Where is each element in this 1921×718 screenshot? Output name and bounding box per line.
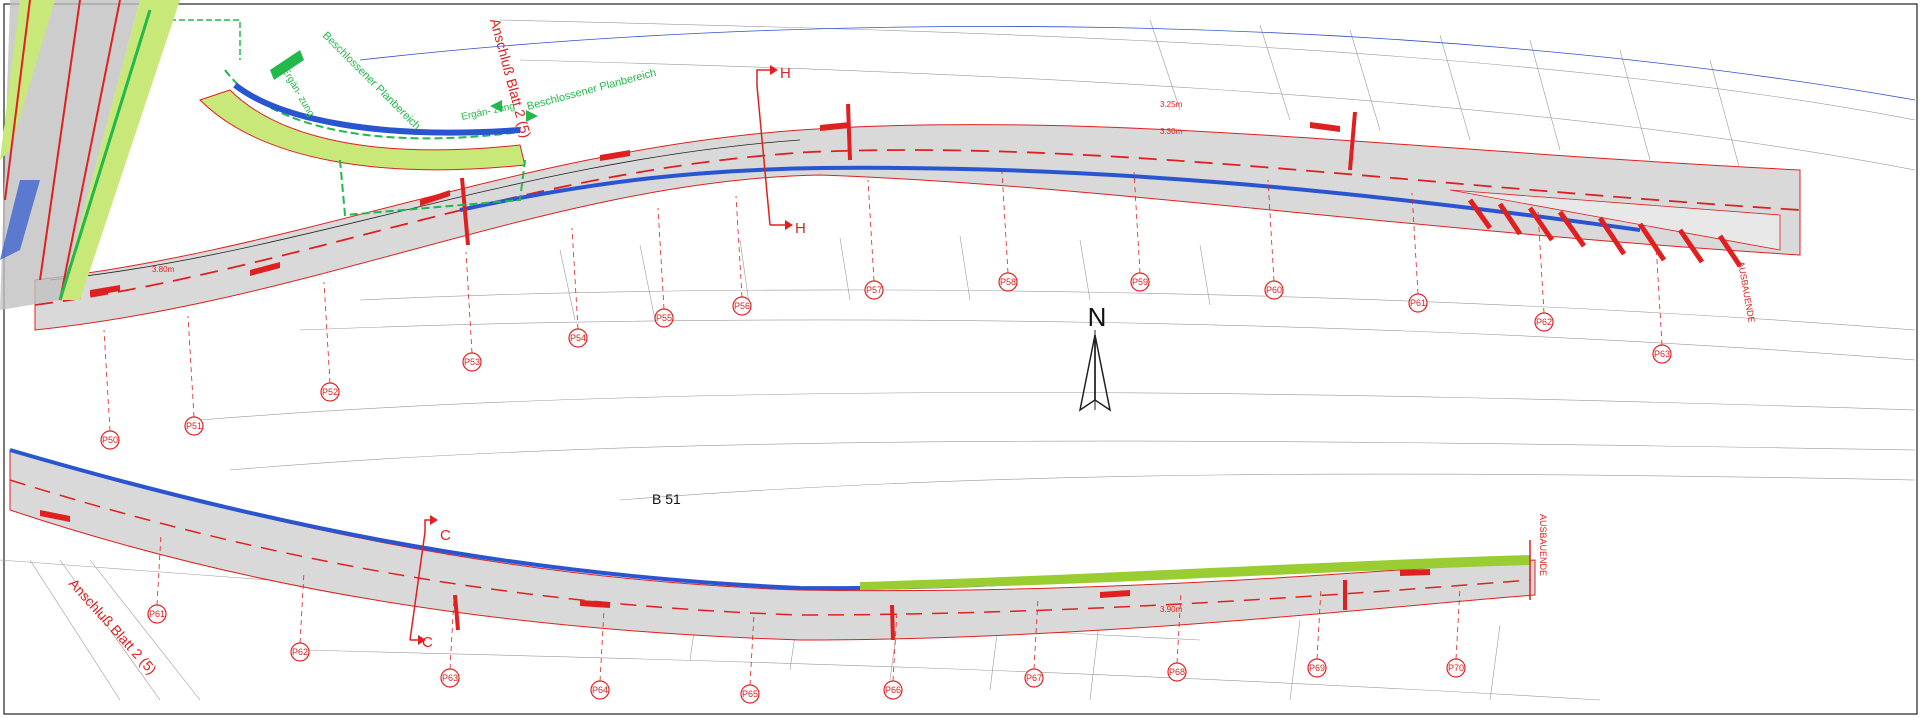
north-arrow: N (1078, 302, 1112, 412)
parcel-lines (0, 19, 1916, 701)
profile-marker-line (299, 571, 305, 644)
section-h-label-top: H (780, 65, 791, 82)
profile-marker-label: P52 (322, 387, 338, 397)
profile-marker-line (1267, 179, 1275, 282)
profile-marker-line (867, 179, 875, 282)
profile-marker-line (1655, 243, 1663, 346)
road-label-b51: B 51 (652, 491, 681, 507)
lane-arrows-bottom (40, 510, 1430, 608)
profile-marker-label: P62 (292, 647, 308, 657)
anschluss-label-bottom: Anschluß Blatt 2 (5) (66, 575, 160, 677)
profile-marker-label: P53 (464, 357, 480, 367)
stop-bars-top (460, 103, 1357, 246)
ramp-top-left (170, 19, 526, 217)
profile-marker-label: P69 (1309, 663, 1325, 673)
profile-marker-line (465, 251, 473, 354)
top-road (34, 124, 1801, 331)
section-h-label-bottom: H (795, 220, 806, 237)
profile-marker-line (571, 227, 579, 330)
profile-marker-label: P62 (1536, 317, 1552, 327)
profile-marker-line (657, 207, 665, 310)
profile-marker-line (1133, 171, 1141, 274)
bottom-road (9, 448, 1536, 641)
profile-marker-line (1316, 587, 1322, 660)
drawing-frame (3, 3, 1918, 715)
profile-marker-line (323, 281, 331, 384)
profile-marker-label: P68 (1169, 667, 1185, 677)
profile-marker-line (187, 315, 195, 418)
ergaenzung-label-2: Ergän- zung (460, 101, 516, 123)
profile-marker-label: P64 (592, 685, 608, 695)
profile-marker-label: P55 (656, 313, 672, 323)
profile-marker-label: P61 (1410, 298, 1426, 308)
profile-marker-label: P61 (149, 609, 165, 619)
profile-marker-line (1455, 587, 1461, 660)
width-label-380: 3.80m (152, 265, 175, 274)
profile-marker-label: P59 (1132, 277, 1148, 287)
boundary-line-blue (359, 26, 1916, 101)
left-diagonal-road (0, 0, 180, 310)
profile-marker-line (1411, 192, 1419, 295)
profile-marker-line (735, 195, 743, 298)
profile-marker-label: P70 (1448, 663, 1464, 673)
lane-arrows-top (90, 122, 1340, 296)
profile-marker-line (449, 597, 455, 670)
profile-marker-line (1033, 597, 1039, 670)
profile-marker-label: P57 (866, 285, 882, 295)
profile-marker-line (892, 609, 898, 682)
profile-marker-label: P63 (1654, 349, 1670, 359)
profile-marker-line (156, 533, 162, 606)
profile-marker-label: P67 (1026, 673, 1042, 683)
profile-marker-label: P56 (734, 301, 750, 311)
profile-marker-label: P63 (442, 673, 458, 683)
arrow-green-diag (270, 50, 304, 80)
hatch-marks (1467, 198, 1743, 268)
north-label: N (1088, 302, 1107, 332)
profile-marker-line (1001, 171, 1009, 274)
profile-marker-line (599, 609, 605, 682)
profile-marker-label: P66 (885, 685, 901, 695)
width-label-330: 3.30m (1160, 127, 1183, 136)
profile-marker-line (1176, 591, 1182, 664)
beschlossener-label-1: Beschlossener Planbereich (320, 30, 423, 133)
width-label-390: 3.90m (1160, 605, 1183, 614)
profile-marker-line (1537, 211, 1545, 314)
ausbauende-label-bottom: AUSBAUENDE (1538, 514, 1548, 576)
ausbauende-label-top: AUSBAUENDE (1736, 261, 1757, 324)
section-c-line (409, 519, 430, 641)
profile-marker-line (103, 329, 111, 432)
section-c-label-top: C (440, 527, 451, 544)
profile-marker-label: P58 (1000, 277, 1016, 287)
beschlossener-label-2: Beschlossener Planbereich (526, 67, 658, 113)
width-label-325: 3.25m (1160, 100, 1183, 109)
profile-markers: P53 P54 P55 P56 P57 P58 P59 P60 P61 P62 P63 P50 P51 P… (100, 171, 1672, 704)
profile-marker-label: P60 (1266, 285, 1282, 295)
profile-marker-label: P65 (742, 689, 758, 699)
arrow-green-right (526, 110, 538, 122)
arrow-green-left (490, 100, 502, 112)
profile-marker-label: P54 (570, 333, 586, 343)
stop-bars-bottom (453, 580, 1347, 641)
section-h-line (756, 69, 785, 226)
profile-marker-line (749, 613, 755, 686)
profile-marker-label: P51 (186, 421, 202, 431)
profile-marker-label: P50 (102, 435, 118, 445)
section-c-label-bottom: C (422, 634, 433, 651)
